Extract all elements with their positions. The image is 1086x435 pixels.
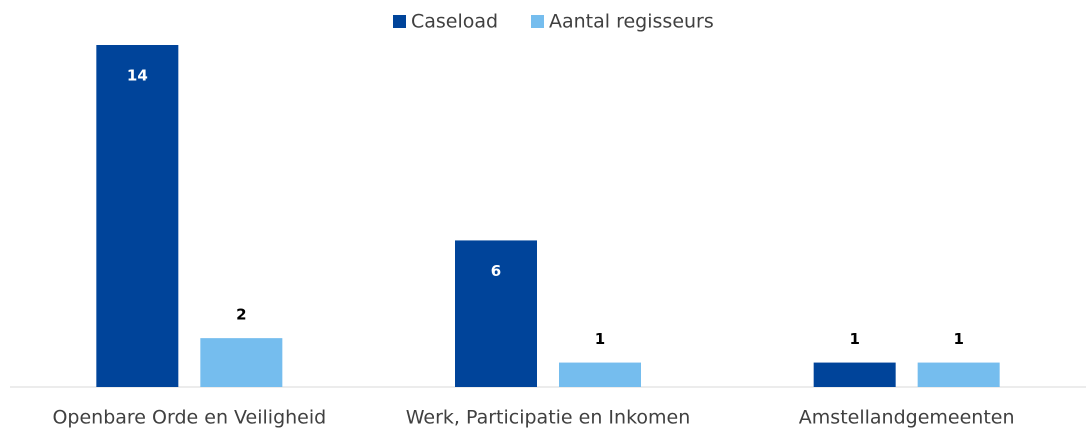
data-label: 1: [595, 330, 605, 348]
bar: [813, 362, 896, 387]
legend-label: Aantal regisseurs: [549, 11, 714, 33]
data-label: 14: [127, 67, 148, 85]
x-tick-label: Werk, Participatie en Inkomen: [406, 407, 691, 429]
x-tick-label: Openbare Orde en Veiligheid: [52, 407, 326, 429]
x-tick-label: Amstellandgemeenten: [799, 407, 1015, 429]
bar: [200, 338, 283, 387]
legend-swatch: [531, 15, 544, 28]
data-label: 1: [849, 330, 859, 348]
bar: [96, 45, 179, 387]
legend-label: Caseload: [411, 11, 498, 33]
bar: [917, 362, 1000, 387]
data-label: 2: [236, 306, 246, 324]
bar: [455, 240, 537, 387]
bar: [559, 362, 641, 387]
data-label: 6: [491, 262, 501, 280]
legend-swatch: [393, 15, 406, 28]
data-label: 1: [953, 330, 963, 348]
